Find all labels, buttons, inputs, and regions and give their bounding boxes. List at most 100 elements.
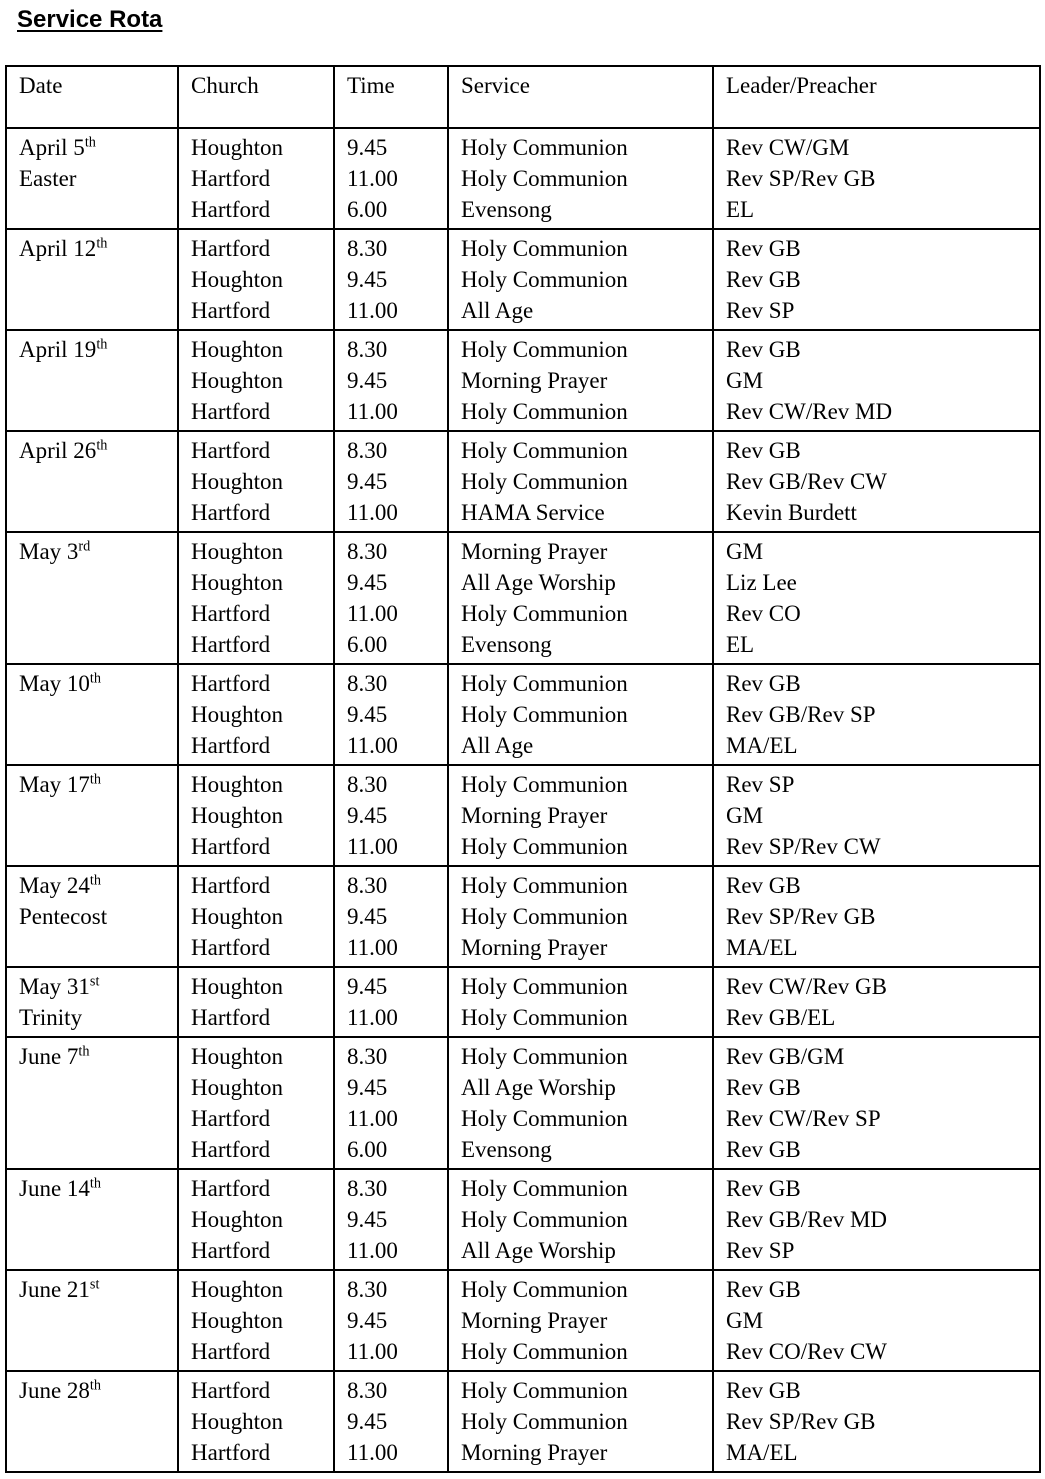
leader-value: Rev GB/Rev CW: [726, 469, 887, 494]
service-value: Morning Prayer: [461, 803, 608, 828]
leader-cell: Rev CW/GM Rev SP/Rev GB EL: [712, 127, 1041, 230]
time-cell: 8.30 9.45 11.00: [333, 764, 449, 867]
date-cell: April 12th: [5, 228, 179, 331]
service-value: Holy Communion: [461, 135, 628, 160]
date-text: May 24th: [19, 872, 102, 898]
service-cell: Holy Communion All Age Worship Holy Commun…: [447, 1036, 714, 1170]
church-value: Hartford: [191, 1106, 271, 1131]
church-value: Hartford: [191, 1339, 271, 1364]
church-cell: Hartford Houghton Hartford: [177, 228, 335, 331]
rota-group-row: April 12th Hartford Houghton Hartford 8.30 9.…: [5, 228, 1041, 331]
time-value: 9.45: [347, 702, 388, 727]
time-value: 8.30: [347, 671, 388, 696]
date-text: May 10th: [19, 670, 102, 696]
service-value: Holy Communion: [461, 1409, 628, 1434]
leader-cell: Rev CW/Rev GB Rev GB/EL: [712, 966, 1041, 1038]
church-value: Houghton: [191, 904, 283, 929]
time-value: 11.00: [347, 1440, 398, 1465]
church-value: Hartford: [191, 166, 271, 191]
service-cell: Holy Communion Holy Communion Evensong: [447, 127, 714, 230]
date-ordinal-suffix: th: [89, 670, 102, 687]
date-ordinal-suffix: th: [96, 437, 108, 454]
leader-value: Liz Lee: [726, 570, 797, 595]
leader-value: Rev GB: [726, 1176, 801, 1201]
date-cell: April 26th: [5, 430, 179, 533]
rota-group-row: April 26th Hartford Houghton Hartford 8.30 9.…: [5, 430, 1041, 533]
date-cell: June 21st: [5, 1269, 179, 1372]
rota-group-row: June 21st Houghton Houghton Hartford 8.30 9.4…: [5, 1269, 1041, 1372]
service-value: Morning Prayer: [461, 539, 608, 564]
date-ordinal-suffix: th: [96, 235, 108, 252]
leader-cell: Rev GB Rev GB Rev SP: [712, 228, 1041, 331]
church-cell: Hartford Houghton Hartford: [177, 663, 335, 766]
column-header-church: Church: [177, 65, 335, 129]
time-value: 8.30: [347, 1277, 388, 1302]
church-value: Hartford: [191, 399, 271, 424]
rota-group-row: May 31st Trinity Houghton Hartford 9.45 11.00…: [5, 966, 1041, 1038]
time-cell: 8.30 9.45 11.00: [333, 329, 449, 432]
service-value: All Age Worship: [461, 1238, 616, 1263]
church-cell: Houghton Houghton Hartford: [177, 329, 335, 432]
service-value: Holy Communion: [461, 772, 628, 797]
leader-value: Rev GB: [726, 1137, 801, 1162]
service-value: All Age Worship: [461, 570, 616, 595]
service-value: All Age Worship: [461, 1075, 616, 1100]
church-cell: Houghton Houghton Hartford: [177, 1269, 335, 1372]
date-ordinal-suffix: th: [84, 134, 96, 151]
time-cell: 8.30 9.45 11.00: [333, 1269, 449, 1372]
time-cell: 8.30 9.45 11.00: [333, 228, 449, 331]
service-value: Holy Communion: [461, 1339, 628, 1364]
date-note: Pentecost: [19, 904, 108, 929]
church-value: Hartford: [191, 632, 271, 657]
service-value: Holy Communion: [461, 1005, 628, 1030]
service-cell: Holy Communion Holy Communion All Age: [447, 663, 714, 766]
church-value: Houghton: [191, 1207, 283, 1232]
date-ordinal-suffix: th: [89, 872, 102, 889]
date-ordinal-suffix: th: [89, 1377, 102, 1394]
service-value: Holy Communion: [461, 438, 628, 463]
service-value: Holy Communion: [461, 1277, 628, 1302]
service-cell: Holy Communion Holy Communion: [447, 966, 714, 1038]
church-value: Hartford: [191, 1176, 271, 1201]
time-cell: 8.30 9.45 11.00 6.00: [333, 531, 449, 665]
leader-value: Rev SP/Rev GB: [726, 1409, 876, 1434]
date-text: June 14th: [19, 1175, 102, 1201]
service-cell: Holy Communion Holy Communion HAMA Service: [447, 430, 714, 533]
column-header-date: Date: [5, 65, 179, 129]
church-value: Hartford: [191, 298, 271, 323]
leader-value: Rev CW/Rev SP: [726, 1106, 881, 1131]
church-value: Hartford: [191, 935, 271, 960]
leader-cell: Rev GB Rev GB/Rev SP MA/EL: [712, 663, 1041, 766]
church-value: Houghton: [191, 772, 283, 797]
date-text: May 3rd: [19, 538, 91, 564]
leader-cell: Rev GB/GM Rev GB Rev CW/Rev SP Rev GB: [712, 1036, 1041, 1170]
rota-table-body: April 5th Easter Houghton Hartford Hartford 9…: [5, 127, 1041, 1473]
service-value: Evensong: [461, 197, 552, 222]
date-cell: May 31st Trinity: [5, 966, 179, 1038]
time-value: 9.45: [347, 1308, 388, 1333]
leader-value: Rev SP: [726, 298, 795, 323]
time-value: 11.00: [347, 834, 398, 859]
leader-value: Rev GB: [726, 1378, 801, 1403]
leader-value: Rev CW/Rev MD: [726, 399, 893, 424]
date-cell: April 5th Easter: [5, 127, 179, 230]
date-cell: May 24th Pentecost: [5, 865, 179, 968]
leader-value: EL: [726, 197, 755, 222]
time-value: 11.00: [347, 500, 398, 525]
service-value: Holy Communion: [461, 1044, 628, 1069]
leader-value: Rev GB: [726, 873, 801, 898]
rota-group-row: June 7th Houghton Houghton Hartford Hartford…: [5, 1036, 1041, 1170]
service-value: Holy Communion: [461, 399, 628, 424]
service-value: Holy Communion: [461, 236, 628, 261]
service-cell: Holy Communion Holy Communion Morning Pray…: [447, 1370, 714, 1473]
leader-value: MA/EL: [726, 733, 798, 758]
leader-value: Rev GB: [726, 1075, 801, 1100]
service-value: Evensong: [461, 1137, 552, 1162]
time-value: 9.45: [347, 267, 388, 292]
service-value: Holy Communion: [461, 601, 628, 626]
date-ordinal-suffix: th: [89, 771, 102, 788]
time-value: 11.00: [347, 1106, 398, 1131]
time-value: 9.45: [347, 904, 388, 929]
leader-value: Kevin Burdett: [726, 500, 857, 525]
service-value: All Age: [461, 298, 534, 323]
